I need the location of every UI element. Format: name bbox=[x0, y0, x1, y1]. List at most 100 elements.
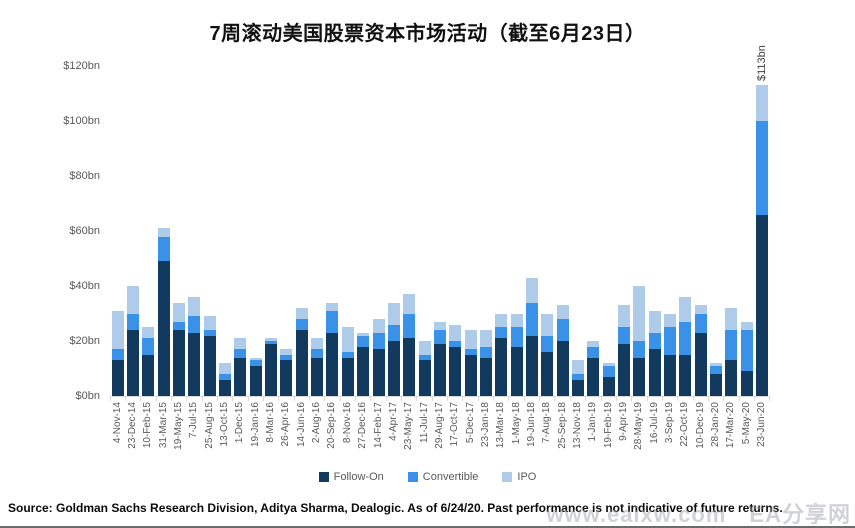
bar-segment-ipo bbox=[127, 286, 140, 314]
bar-segment-ipo bbox=[249, 357, 262, 361]
x-axis-label: 23-Dec-14 bbox=[127, 402, 139, 449]
x-axis-tick bbox=[661, 397, 663, 401]
x-axis-label: 31-Mar-15 bbox=[157, 402, 169, 449]
x-axis-tick bbox=[140, 397, 142, 401]
y-axis-label: $100bn bbox=[63, 115, 100, 127]
plot-area: 4-Nov-14 23-Dec-14 10-Feb-15 31-Mar-15 19-Ma… bbox=[110, 45, 771, 450]
stacked-bar bbox=[357, 332, 370, 396]
stacked-bar bbox=[372, 319, 385, 396]
stacked-bar bbox=[326, 302, 339, 396]
legend-item-ipo: IPO bbox=[502, 471, 536, 483]
bar-value-annotation: $113bn bbox=[756, 45, 769, 82]
bar-segment-ipo bbox=[280, 349, 293, 355]
bar-column: 28-Jan-20 bbox=[708, 66, 725, 447]
bar-segment-ipo bbox=[142, 327, 155, 339]
x-axis-label: 19-Jan-16 bbox=[249, 402, 261, 448]
x-axis-label: 1-Dec-15 bbox=[234, 402, 246, 444]
bar-segment-ipo bbox=[203, 316, 216, 330]
bar-segment-ipo bbox=[234, 338, 247, 350]
legend-swatch-icon bbox=[318, 472, 329, 482]
bar-column: 23-Jan-18 bbox=[478, 66, 495, 447]
stacked-bar bbox=[157, 228, 170, 396]
bar-segment-convertible bbox=[372, 332, 385, 350]
bar-segment-convertible bbox=[648, 332, 661, 350]
bar-segment-convertible bbox=[510, 327, 523, 347]
stacked-bar bbox=[234, 338, 247, 396]
x-axis-tick bbox=[523, 397, 525, 401]
bar-segment-follow-on bbox=[556, 341, 569, 396]
x-axis-tick bbox=[262, 397, 264, 401]
x-axis-label: 29-Aug-17 bbox=[433, 402, 445, 449]
stacked-bar bbox=[602, 363, 615, 396]
x-axis-label: 4-Nov-14 bbox=[111, 402, 123, 444]
bar-segment-follow-on bbox=[679, 354, 692, 396]
bar-segment-ipo bbox=[357, 332, 370, 336]
bar-segment-convertible bbox=[541, 335, 554, 352]
bar-segment-convertible bbox=[418, 354, 431, 361]
bar-segment-convertible bbox=[234, 349, 247, 358]
x-axis-tick bbox=[186, 397, 188, 401]
bar-segment-convertible bbox=[725, 330, 738, 361]
legend-swatch-icon bbox=[407, 472, 418, 482]
bar-segment-follow-on bbox=[633, 357, 646, 396]
bar-segment-convertible bbox=[479, 346, 492, 358]
bar-segment-convertible bbox=[311, 349, 324, 358]
x-axis-label: 25-Aug-15 bbox=[203, 402, 215, 449]
y-axis-label: $120bn bbox=[63, 60, 100, 72]
bar-segment-convertible bbox=[740, 330, 753, 372]
stacked-bar bbox=[618, 305, 631, 396]
bar-column: 9-Apr-19 bbox=[616, 66, 633, 441]
bar-segment-convertible bbox=[157, 236, 170, 262]
legend-label: Follow-On bbox=[333, 471, 384, 483]
x-axis-tick bbox=[707, 397, 709, 401]
bar-segment-convertible bbox=[464, 349, 477, 355]
x-axis-tick bbox=[201, 397, 203, 401]
bar-segment-ipo bbox=[418, 341, 431, 355]
bar-segment-follow-on bbox=[479, 357, 492, 396]
stacked-bar bbox=[127, 286, 140, 396]
bar-segment-convertible bbox=[633, 341, 646, 358]
x-axis-label: 19-Jun-18 bbox=[525, 402, 537, 448]
x-axis-tick bbox=[677, 397, 679, 401]
bar-segment-ipo bbox=[587, 341, 600, 347]
bar-segment-ipo bbox=[664, 313, 677, 328]
bar-segment-ipo bbox=[464, 330, 477, 350]
bar-segment-convertible bbox=[127, 313, 140, 330]
bar-segment-ipo bbox=[725, 308, 738, 330]
bar-segment-follow-on bbox=[173, 330, 186, 396]
x-axis-label: 17-Oct-17 bbox=[449, 402, 461, 447]
legend: Follow-On Convertible IPO bbox=[0, 471, 855, 483]
x-axis-tick bbox=[493, 397, 495, 401]
bar-segment-follow-on bbox=[418, 360, 431, 396]
bar-segment-ipo bbox=[602, 363, 615, 366]
bar-segment-follow-on bbox=[280, 360, 293, 396]
bar-segment-follow-on bbox=[571, 379, 584, 396]
x-axis-tick bbox=[216, 397, 218, 401]
bar-segment-convertible bbox=[280, 354, 293, 361]
x-axis-tick bbox=[646, 397, 648, 401]
bar-segment-follow-on bbox=[433, 343, 446, 396]
bar-segment-follow-on bbox=[541, 352, 554, 396]
stacked-bar bbox=[311, 338, 324, 396]
bar-segment-follow-on bbox=[403, 338, 416, 396]
bar-segment-ipo bbox=[433, 321, 446, 330]
bar-segment-ipo bbox=[740, 321, 753, 330]
x-axis-tick bbox=[692, 397, 694, 401]
stacked-bar bbox=[664, 313, 677, 396]
stacked-bar bbox=[341, 327, 354, 396]
x-axis-tick bbox=[753, 397, 755, 401]
bar-column: 23-Dec-14 bbox=[125, 66, 142, 449]
x-axis-tick bbox=[431, 397, 433, 401]
x-axis-label: 9-Apr-19 bbox=[618, 402, 630, 441]
x-axis-label: 26-Apr-16 bbox=[280, 402, 292, 447]
x-axis-tick bbox=[600, 397, 602, 401]
bar-column: 17-Mar-20 bbox=[724, 66, 740, 448]
bar-segment-convertible bbox=[111, 349, 124, 361]
x-axis-label: 10-Dec-19 bbox=[694, 402, 706, 449]
bar-column: 31-Mar-15 bbox=[156, 66, 172, 448]
y-axis-label: $60bn bbox=[69, 225, 100, 237]
x-axis-tick bbox=[554, 397, 556, 401]
x-axis-tick bbox=[416, 397, 418, 401]
x-axis-tick bbox=[170, 397, 172, 401]
